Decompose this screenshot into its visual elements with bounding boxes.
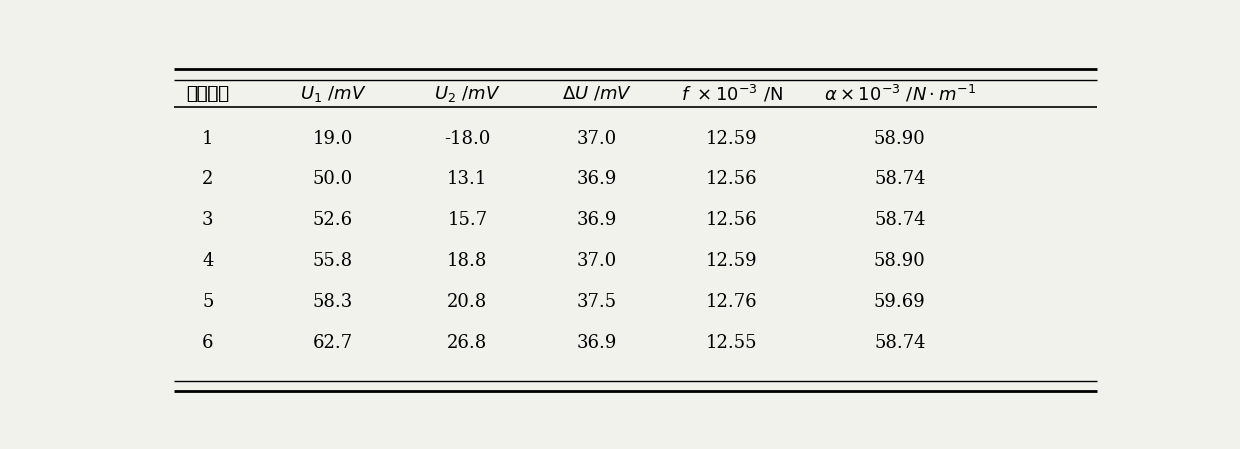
Text: 12.59: 12.59: [706, 130, 758, 148]
Text: 4: 4: [202, 252, 213, 270]
Text: 15.7: 15.7: [448, 211, 487, 229]
Text: 36.9: 36.9: [577, 170, 618, 189]
Text: 36.9: 36.9: [577, 211, 618, 229]
Text: 36.9: 36.9: [577, 334, 618, 352]
Text: 20.8: 20.8: [448, 293, 487, 311]
Text: 59.69: 59.69: [874, 293, 925, 311]
Text: 58.74: 58.74: [874, 170, 925, 189]
Text: 37.0: 37.0: [577, 252, 618, 270]
Text: 58.74: 58.74: [874, 211, 925, 229]
Text: $U_2\ /mV$: $U_2\ /mV$: [434, 84, 501, 104]
Text: 12.76: 12.76: [706, 293, 758, 311]
Text: 12.56: 12.56: [706, 170, 758, 189]
Text: 测量次数: 测量次数: [186, 85, 229, 103]
Text: 12.56: 12.56: [706, 211, 758, 229]
Text: 1: 1: [202, 130, 213, 148]
Text: $U_1\ /mV$: $U_1\ /mV$: [300, 84, 366, 104]
Text: 2: 2: [202, 170, 213, 189]
Text: 55.8: 55.8: [312, 252, 353, 270]
Text: $\alpha\times10^{-3}\ /N\cdot m^{-1}$: $\alpha\times10^{-3}\ /N\cdot m^{-1}$: [823, 83, 976, 104]
Text: 5: 5: [202, 293, 213, 311]
Text: 58.90: 58.90: [874, 252, 925, 270]
Text: 18.8: 18.8: [448, 252, 487, 270]
Text: $\Delta U\ /mV$: $\Delta U\ /mV$: [562, 85, 632, 103]
Text: 50.0: 50.0: [312, 170, 353, 189]
Text: 62.7: 62.7: [312, 334, 353, 352]
Text: 26.8: 26.8: [448, 334, 487, 352]
Text: $f\ \times10^{-3}\ \mathrm{/N}$: $f\ \times10^{-3}\ \mathrm{/N}$: [681, 83, 782, 104]
Text: 6: 6: [202, 334, 213, 352]
Text: 52.6: 52.6: [312, 211, 353, 229]
Text: 12.55: 12.55: [706, 334, 758, 352]
Text: 58.3: 58.3: [312, 293, 353, 311]
Text: 3: 3: [202, 211, 213, 229]
Text: 37.0: 37.0: [577, 130, 618, 148]
Text: 37.5: 37.5: [577, 293, 618, 311]
Text: 58.74: 58.74: [874, 334, 925, 352]
Text: 19.0: 19.0: [312, 130, 353, 148]
Text: 13.1: 13.1: [448, 170, 487, 189]
Text: -18.0: -18.0: [444, 130, 491, 148]
Text: 12.59: 12.59: [706, 252, 758, 270]
Text: 58.90: 58.90: [874, 130, 925, 148]
Text: 测量次数: 测量次数: [186, 85, 229, 103]
